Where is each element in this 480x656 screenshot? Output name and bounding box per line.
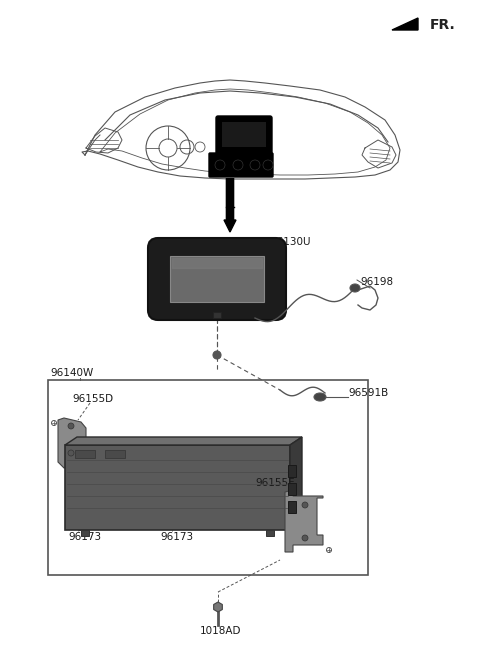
- Bar: [288, 483, 296, 495]
- Circle shape: [233, 160, 243, 170]
- Bar: [213, 312, 221, 318]
- Circle shape: [68, 423, 74, 429]
- Polygon shape: [65, 437, 302, 445]
- Bar: [105, 450, 125, 458]
- Bar: [288, 465, 296, 477]
- Text: 96591B: 96591B: [348, 388, 388, 398]
- Bar: [48, 380, 368, 575]
- Bar: [266, 530, 274, 536]
- FancyBboxPatch shape: [209, 153, 273, 177]
- Text: 96155D: 96155D: [72, 394, 113, 404]
- Ellipse shape: [350, 284, 360, 292]
- Bar: [65, 445, 290, 530]
- Text: 96140W: 96140W: [50, 368, 93, 378]
- Polygon shape: [58, 418, 86, 468]
- Text: 96173: 96173: [160, 532, 193, 542]
- Text: FR.: FR.: [430, 18, 456, 32]
- Circle shape: [68, 450, 74, 456]
- Polygon shape: [392, 18, 418, 30]
- Circle shape: [302, 502, 308, 508]
- Circle shape: [213, 351, 221, 359]
- Text: 96130U: 96130U: [270, 237, 311, 247]
- Polygon shape: [224, 220, 236, 232]
- FancyBboxPatch shape: [148, 238, 286, 320]
- Polygon shape: [290, 437, 302, 530]
- Text: 1018AD: 1018AD: [200, 626, 241, 636]
- Circle shape: [302, 535, 308, 541]
- Polygon shape: [214, 602, 222, 612]
- Text: 96173: 96173: [68, 532, 101, 542]
- Polygon shape: [285, 490, 323, 552]
- Bar: [288, 501, 296, 513]
- Text: 96198: 96198: [360, 277, 393, 287]
- Circle shape: [250, 160, 260, 170]
- Ellipse shape: [314, 393, 326, 401]
- Bar: [222, 122, 266, 147]
- Bar: [81, 530, 89, 536]
- FancyBboxPatch shape: [216, 116, 272, 155]
- Text: 96155E: 96155E: [255, 478, 295, 488]
- Circle shape: [215, 160, 225, 170]
- Circle shape: [263, 160, 273, 170]
- Bar: [170, 256, 264, 302]
- Bar: [75, 450, 95, 458]
